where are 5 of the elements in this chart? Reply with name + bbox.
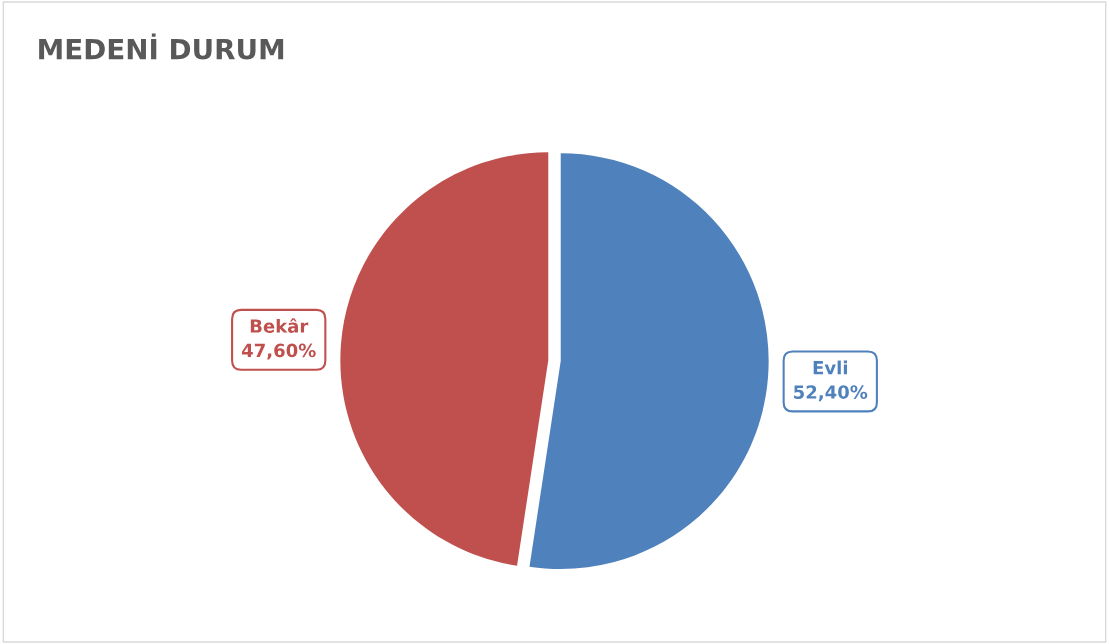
chart-title: MEDENİ DURUM [39,33,284,60]
slice-label: Evli [813,360,847,375]
slice-label: Bekâr [250,318,309,333]
data-label: 47,60% [241,343,316,360]
data-label: 52,40% [794,385,868,402]
